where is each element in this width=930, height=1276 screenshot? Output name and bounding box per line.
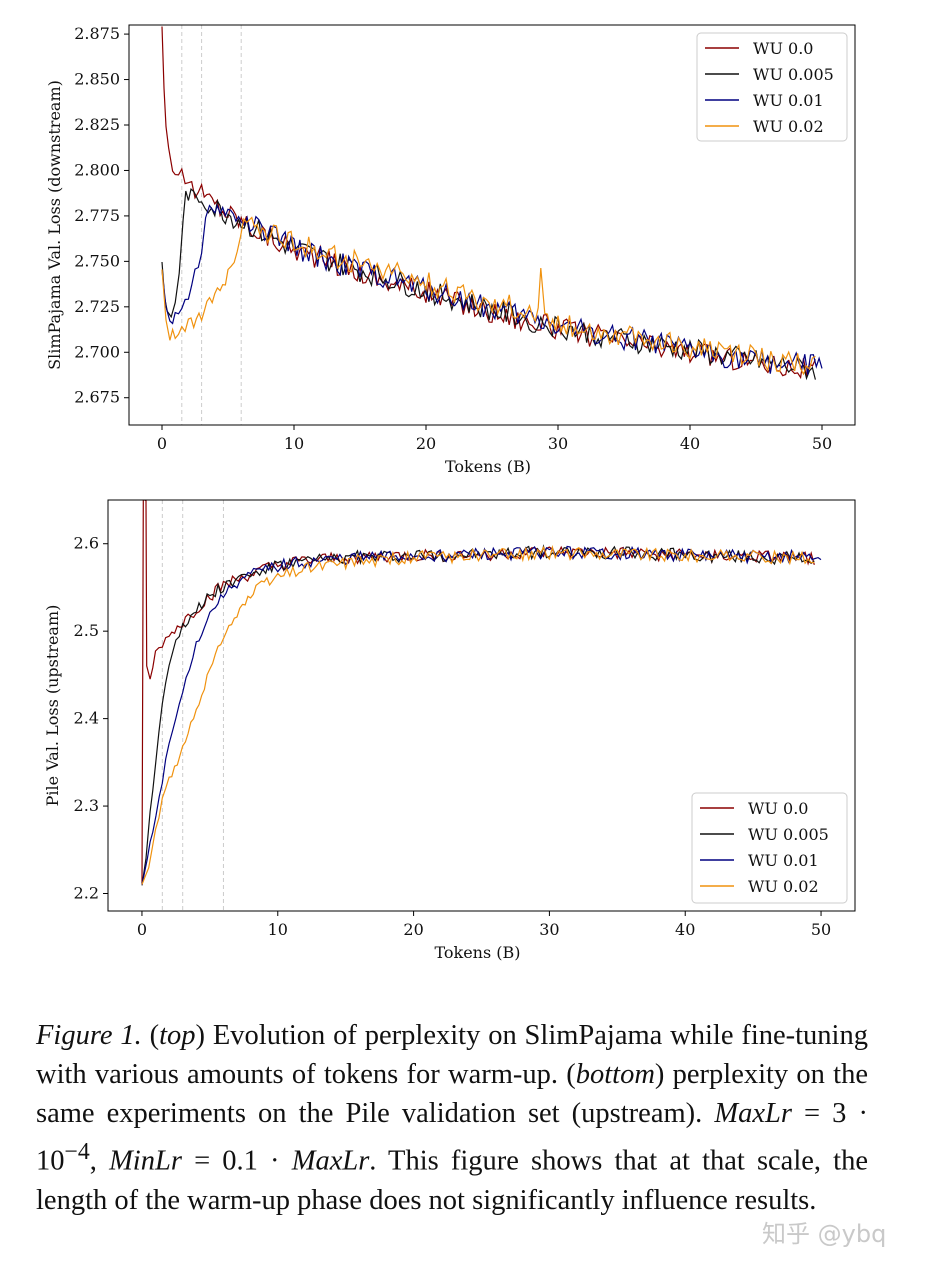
- y-tick-label: 2.825: [74, 115, 120, 134]
- x-axis-title: Tokens (B): [445, 457, 531, 476]
- x-tick-label: 50: [812, 434, 832, 453]
- x-tick-label: 10: [284, 434, 304, 453]
- legend-label: WU 0.02: [753, 117, 824, 136]
- y-tick-label: 2.800: [74, 160, 120, 179]
- minlr-label: MinLr: [109, 1145, 182, 1177]
- legend-box: [696, 32, 848, 142]
- legend-label: WU 0.01: [753, 91, 824, 110]
- plot-frame: [107, 499, 856, 912]
- minlr-expression: = 0.1 ·: [181, 1145, 292, 1177]
- y-axis-title: SlimPajama Val. Loss (downstream): [45, 80, 64, 370]
- figure-caption: Figure 1. (top) Evolution of perplexity …: [36, 1020, 868, 1216]
- maxlr-expression: = 3 · 10: [36, 1098, 868, 1177]
- legend-box: [691, 792, 848, 904]
- y-tick-label: 2.6: [74, 534, 99, 553]
- top-chart: 0 10 20 30 40 50 2.675 2.700 2.725 2.750 2.775 2.80…: [45, 24, 856, 476]
- y-tick-label: 2.4: [74, 709, 99, 728]
- y-tick-label: 2.875: [74, 24, 120, 43]
- y-tick-label: 2.750: [74, 251, 120, 270]
- x-tick-label: 20: [403, 920, 423, 939]
- y-tick-label: 2.675: [74, 388, 120, 407]
- legend-label: WU 0.02: [748, 877, 819, 896]
- y-axis-title: Pile Val. Loss (upstream): [43, 605, 62, 807]
- y-tick-label: 2.3: [74, 796, 99, 815]
- legend-label: WU 0.0: [753, 39, 813, 58]
- y-tick-label: 2.850: [74, 70, 120, 89]
- y-tick-label: 2.5: [74, 621, 99, 640]
- series-line-wu-0-005: [141, 544, 815, 886]
- figure-label: Figure 1.: [36, 1020, 142, 1051]
- x-axis-title: Tokens (B): [434, 943, 520, 962]
- series-line-wu-0-02: [141, 544, 815, 885]
- x-tick-label: 30: [548, 434, 568, 453]
- minlr-separator: ,: [89, 1145, 110, 1177]
- minlr-reference: MaxLr: [291, 1145, 370, 1177]
- x-tick-label: 0: [157, 434, 167, 453]
- y-tick-label: 2.2: [74, 884, 99, 903]
- legend-label: WU 0.005: [753, 65, 834, 84]
- legend-label: WU 0.01: [748, 851, 819, 870]
- x-tick-label: 10: [268, 920, 288, 939]
- legend-label: WU 0.0: [748, 799, 808, 818]
- x-tick-label: 30: [539, 920, 559, 939]
- x-tick-label: 0: [137, 920, 147, 939]
- maxlr-label: MaxLr: [714, 1098, 792, 1129]
- caption-text-1: Evolution of perplexity on SlimPajama wh…: [36, 1020, 868, 1090]
- y-tick-label: 2.775: [74, 206, 120, 225]
- maxlr-exponent: −4: [64, 1139, 90, 1165]
- caption-text-2: ) perplexity on the same experiments on …: [36, 1059, 868, 1129]
- caption-bottom-tag: bottom: [575, 1059, 655, 1090]
- watermark: 知乎 @ybq: [762, 1220, 887, 1248]
- x-tick-label: 40: [680, 434, 700, 453]
- series-line-wu-0-01: [141, 545, 822, 886]
- y-tick-label: 2.725: [74, 297, 120, 316]
- legend-label: WU 0.005: [748, 825, 829, 844]
- plot-frame: [128, 24, 856, 426]
- x-tick-label: 40: [675, 920, 695, 939]
- x-tick-label: 50: [811, 920, 831, 939]
- y-tick-label: 2.700: [74, 342, 120, 361]
- series-line-wu-0-02: [161, 216, 816, 376]
- bottom-chart: 0 10 20 30 40 50 2.2 2.3 2.4 2.5 2.6 Tokens (B) Pile…: [43, 499, 856, 962]
- series-line-wu-0-0: [161, 26, 816, 380]
- caption-top-tag: top: [159, 1020, 196, 1051]
- caption-text-3: . This figure shows that at that scale, …: [36, 1145, 868, 1216]
- x-tick-label: 20: [416, 434, 436, 453]
